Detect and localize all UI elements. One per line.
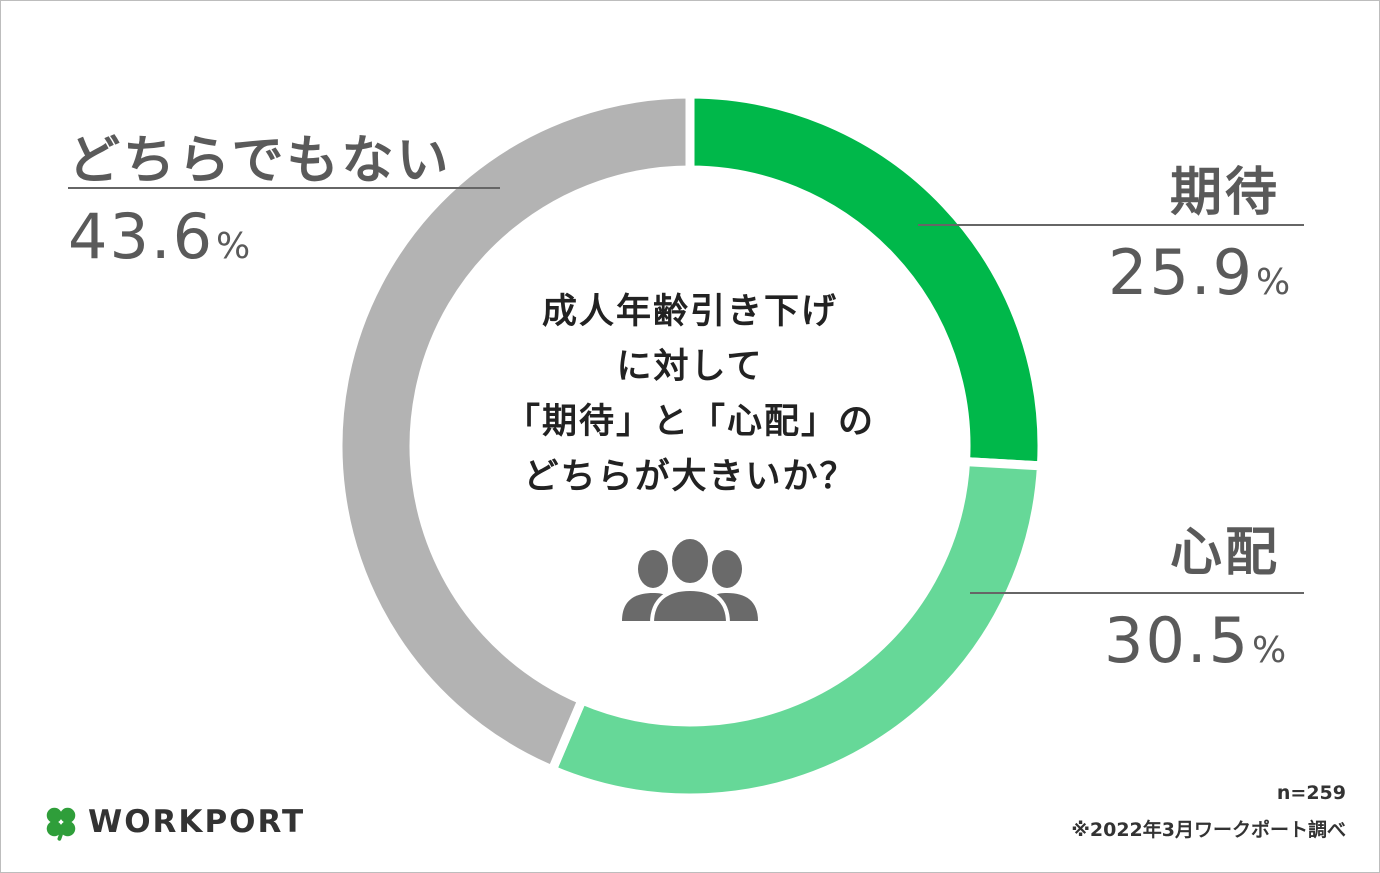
label-shinpai: 心配 xyxy=(1170,510,1280,585)
brand-wordmark: WORKPORT xyxy=(88,804,306,840)
slice-value: 43.6 xyxy=(68,200,215,273)
donut-slice-1 xyxy=(546,456,1047,803)
value-unit: % xyxy=(1252,630,1289,671)
leader-line-kitai xyxy=(918,224,1304,226)
slice-value: 30.5 xyxy=(1104,604,1251,677)
clover-icon xyxy=(46,807,76,841)
label-kitai: 期待 xyxy=(1170,150,1280,225)
title-line: に対して xyxy=(616,347,764,387)
leader-line-neither xyxy=(68,187,500,189)
value-shinpai: 30.5% xyxy=(1104,604,1288,677)
value-neither: 43.6% xyxy=(68,200,252,273)
title-line: 「期待」と「心配」の xyxy=(504,402,875,442)
people-group-icon xyxy=(622,535,758,625)
slice-value: 25.9 xyxy=(1108,236,1255,309)
sample-size-note: n=259 xyxy=(1276,782,1346,804)
leader-line-shinpai xyxy=(970,592,1304,594)
label-neither: どちらでもない xyxy=(68,118,451,193)
slice-name: 心配 xyxy=(1170,523,1281,583)
value-unit: % xyxy=(1256,262,1293,303)
chart-title: 成人年齢引き下げ に対して 「期待」と「心配」の どちらが大きいか？ xyxy=(470,285,910,505)
brand-logo: WORKPORT xyxy=(42,800,305,844)
title-line: どちらが大きいか？ xyxy=(523,457,857,497)
title-line: 成人年齢引き下げ xyxy=(541,292,838,332)
donut-slice-2 xyxy=(333,89,695,776)
value-kitai: 25.9% xyxy=(1108,236,1292,309)
slice-name: 期待 xyxy=(1170,163,1281,223)
value-unit: % xyxy=(216,226,253,267)
slice-name: どちらでもない xyxy=(68,131,452,191)
source-note: ※2022年3月ワークポート調べ xyxy=(1071,819,1346,841)
